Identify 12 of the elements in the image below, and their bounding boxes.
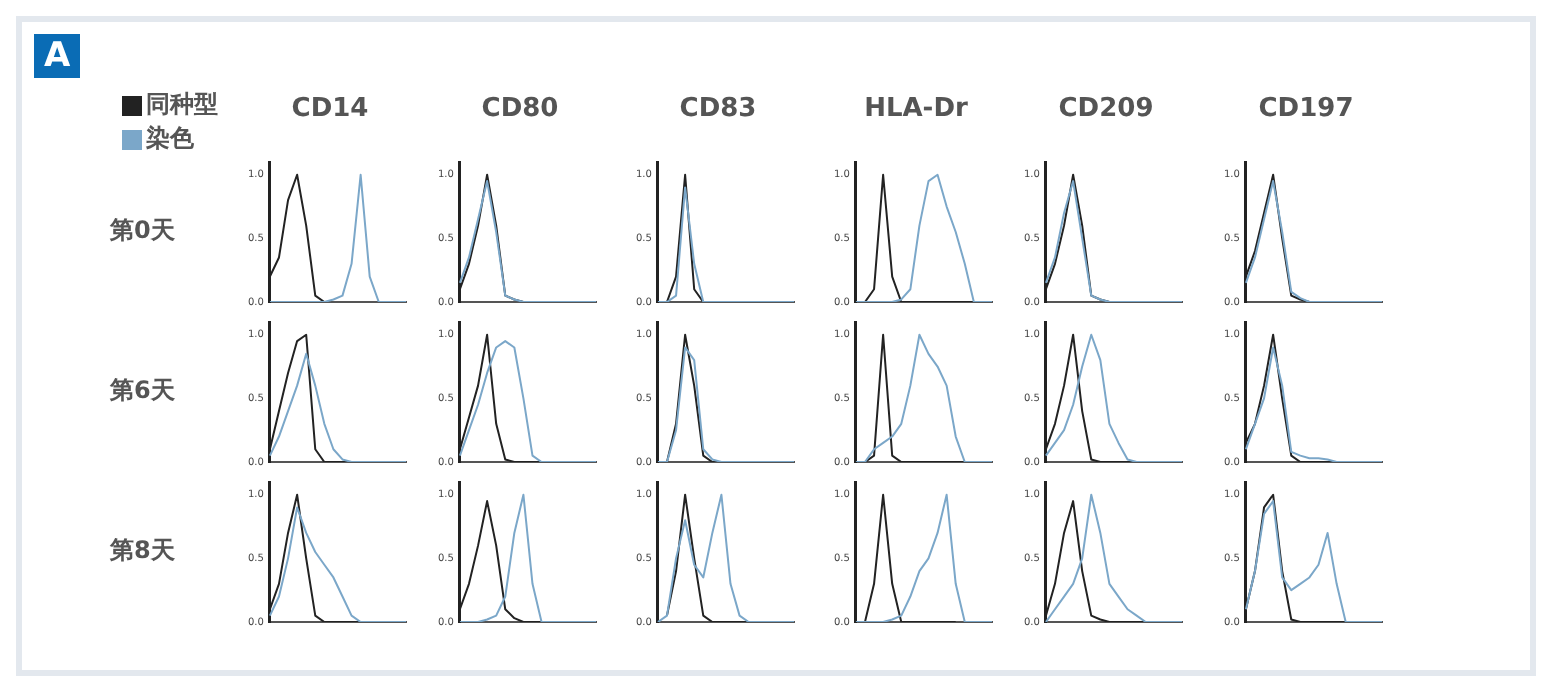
chart-title: CD83 <box>677 94 759 124</box>
y-axis-title: 第6天 <box>110 374 177 408</box>
legend-label: 同种型 <box>146 88 218 122</box>
legend-label: 染色 <box>146 122 194 156</box>
chart-title: CD209 <box>1056 94 1156 124</box>
chart-title: CD197 <box>1256 94 1356 124</box>
y-axis-title: 第0天 <box>110 214 177 248</box>
y-axis-title: 第8天 <box>110 534 177 568</box>
chart-title: CD80 <box>479 94 561 124</box>
chart-title: HLA-Dr <box>862 94 970 124</box>
chart-title: CD14 <box>289 94 371 124</box>
text: A <box>34 34 81 78</box>
